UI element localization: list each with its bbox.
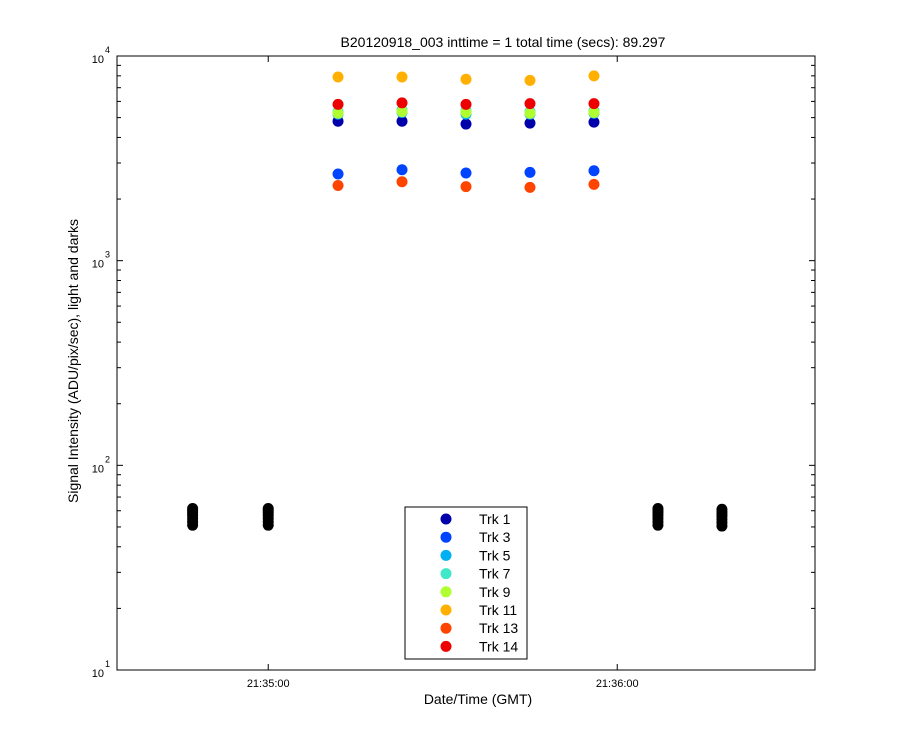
data-point xyxy=(460,181,472,193)
data-point xyxy=(588,178,600,190)
data-points xyxy=(187,70,728,532)
legend-marker xyxy=(440,549,452,561)
y-tick-label: 10 xyxy=(92,54,104,66)
data-point xyxy=(396,97,408,109)
axis-ticks xyxy=(117,56,815,671)
y-tick-label: 10 xyxy=(92,463,104,475)
data-point xyxy=(332,107,344,119)
data-point xyxy=(524,117,536,129)
data-point xyxy=(332,98,344,110)
data-point xyxy=(588,116,600,128)
x-tick-label: 21:36:00 xyxy=(596,678,639,690)
legend-marker xyxy=(440,531,452,543)
data-point xyxy=(396,106,408,118)
data-point xyxy=(332,168,344,180)
legend-marker xyxy=(440,586,452,598)
chart-title: B20120918_003 inttime = 1 total time (se… xyxy=(341,34,666,50)
legend-label: Trk 9 xyxy=(479,584,511,600)
data-point xyxy=(716,503,728,515)
legend-label: Trk 3 xyxy=(479,529,511,545)
data-point xyxy=(460,106,472,118)
data-point xyxy=(460,118,472,130)
legend-label: Trk 1 xyxy=(479,511,511,527)
legend-marker xyxy=(440,513,452,525)
y-tick-exponent: 1 xyxy=(105,659,110,669)
legend-marker xyxy=(440,568,452,580)
x-tick-label: 21:35:00 xyxy=(247,678,290,690)
legend: Trk 1 Trk 3 Trk 5 Trk 7 Trk 9 Trk 11 Trk 13 Trk… xyxy=(404,506,528,660)
x-tick-labels: 21:35:00 21:36:00 xyxy=(247,678,639,690)
data-point xyxy=(524,166,536,178)
y-tick-exponent: 4 xyxy=(105,45,110,55)
data-point xyxy=(588,106,600,118)
data-point xyxy=(524,74,536,86)
data-point xyxy=(460,73,472,85)
data-point xyxy=(396,176,408,188)
legend-marker xyxy=(440,604,452,616)
data-point xyxy=(524,98,536,110)
data-point xyxy=(524,107,536,119)
y-tick-exponent: 2 xyxy=(105,454,110,464)
data-point xyxy=(588,98,600,110)
y-tick-label: 10 xyxy=(92,259,104,271)
y-tick-exponent: 3 xyxy=(105,250,110,260)
data-point xyxy=(396,71,408,83)
legend-box xyxy=(404,506,528,660)
x-axis-label: Date/Time (GMT) xyxy=(424,691,532,707)
data-point xyxy=(332,71,344,83)
data-point xyxy=(588,70,600,82)
data-point xyxy=(187,503,199,515)
data-point xyxy=(460,167,472,179)
legend-label: Trk 13 xyxy=(479,620,518,636)
y-axis-label: Signal Intensity (ADU/pix/sec), light an… xyxy=(65,219,81,503)
data-point xyxy=(588,165,600,177)
legend-label: Trk 7 xyxy=(479,566,511,582)
data-point xyxy=(262,503,274,515)
legend-marker xyxy=(440,640,452,652)
data-point xyxy=(332,179,344,191)
data-point xyxy=(460,98,472,110)
data-point xyxy=(396,164,408,176)
legend-label: Trk 5 xyxy=(479,547,511,563)
data-point xyxy=(524,181,536,193)
legend-label: Trk 11 xyxy=(479,602,517,618)
legend-marker xyxy=(440,622,452,634)
data-point xyxy=(652,503,664,515)
y-tick-label: 10 xyxy=(92,668,104,680)
legend-label: Trk 14 xyxy=(479,638,518,654)
data-point xyxy=(396,115,408,127)
